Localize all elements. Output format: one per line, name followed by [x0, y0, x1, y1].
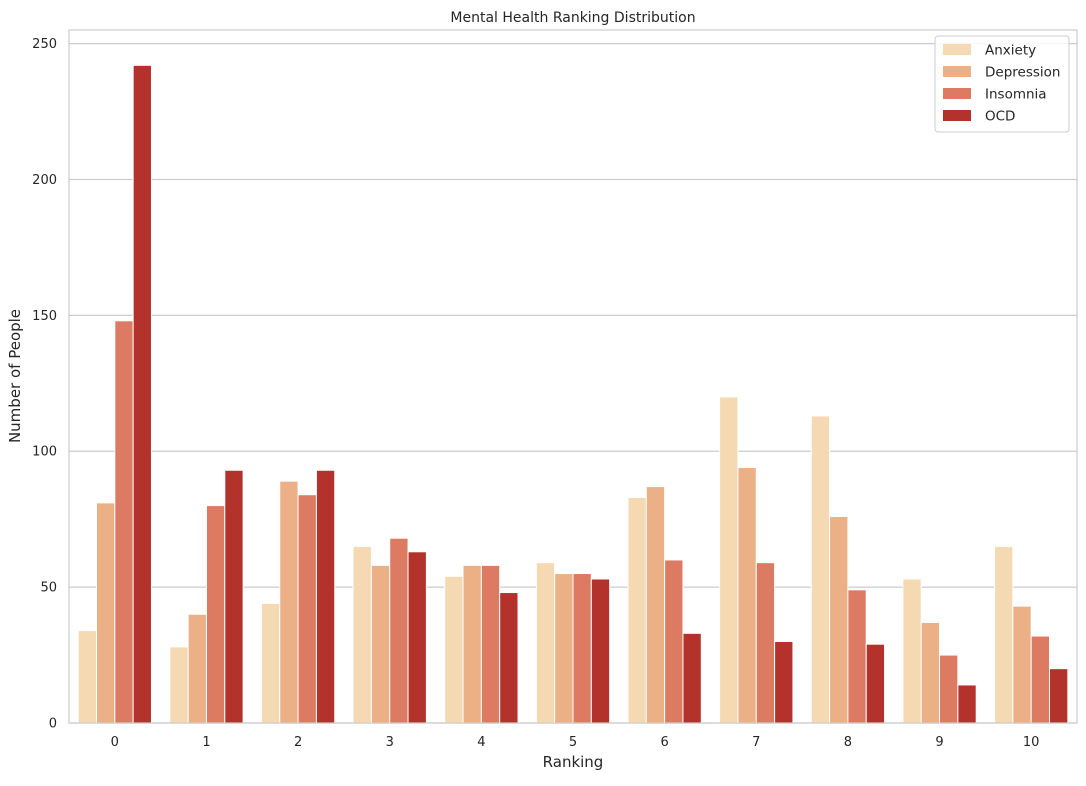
bars: [77, 64, 1069, 724]
bar-anxiety-9: [902, 578, 922, 724]
x-tick-label: 5: [569, 735, 577, 750]
bar-ocd-10: [1049, 668, 1069, 724]
bar-insomnia-3: [389, 537, 409, 724]
x-tick-label: 9: [935, 735, 943, 750]
y-tick-label: 150: [32, 309, 57, 324]
x-tick-label: 6: [660, 735, 668, 750]
x-tick-label: 1: [202, 735, 210, 750]
legend-label-ocd: OCD: [985, 109, 1015, 125]
bar-insomnia-8: [847, 589, 867, 724]
bar-depression-2: [279, 480, 299, 724]
bar-anxiety-1: [169, 646, 189, 724]
x-tick-label: 3: [386, 735, 394, 750]
x-axis-label: Ranking: [543, 753, 604, 771]
bar-depression-8: [829, 515, 849, 724]
legend-label-insomnia: Insomnia: [985, 87, 1047, 103]
bar-insomnia-1: [205, 505, 226, 724]
bar-insomnia-0: [114, 320, 134, 724]
bar-depression-1: [187, 613, 207, 724]
bar-insomnia-9: [939, 654, 959, 724]
legend-swatch-ocd: [943, 110, 971, 121]
y-tick-labels: 0 50 100 150 200 250: [32, 37, 57, 731]
plot-frame: [68, 29, 1078, 724]
bar-ocd-9: [957, 684, 977, 724]
bar-depression-4: [462, 564, 482, 724]
legend-swatch-depression: [943, 66, 971, 77]
bar-ocd-8: [865, 643, 886, 724]
y-tick-label: 250: [32, 37, 57, 52]
y-tick-label: 50: [40, 581, 57, 596]
bar-depression-6: [645, 486, 666, 724]
bar-anxiety-8: [810, 415, 831, 724]
legend-swatch-insomnia: [943, 88, 971, 99]
y-tick-label: 100: [32, 445, 57, 460]
legend-label-depression: Depression: [985, 65, 1060, 81]
bar-insomnia-2: [297, 494, 317, 724]
bar-depression-0: [95, 502, 116, 724]
bar-depression-3: [370, 564, 391, 724]
bar-insomnia-7: [755, 562, 776, 724]
chart-title: Mental Health Ranking Distribution: [450, 10, 695, 26]
bar-depression-5: [554, 573, 574, 724]
x-tick-labels: 0 1 2 3 4 5 6 7 8 9 10: [111, 735, 1040, 750]
bar-ocd-0: [132, 64, 152, 724]
bar-ocd-4: [499, 592, 519, 724]
x-tick-label: 2: [294, 735, 302, 750]
y-tick-label: 0: [49, 717, 57, 732]
x-tick-label: 7: [752, 735, 760, 750]
bar-anxiety-7: [719, 396, 739, 724]
bar-anxiety-10: [994, 545, 1014, 724]
bar-insomnia-6: [664, 559, 684, 724]
bar-ocd-5: [590, 578, 611, 724]
legend-box: [934, 35, 1070, 133]
legend: Anxiety Depression Insomnia OCD: [934, 35, 1070, 133]
legend-swatch-anxiety: [943, 44, 971, 55]
bar-ocd-7: [774, 640, 794, 724]
bar-depression-10: [1012, 605, 1032, 724]
x-tick-label: 0: [111, 735, 119, 750]
bar-anxiety-5: [535, 562, 556, 724]
bar-anxiety-3: [352, 545, 372, 724]
bar-insomnia-5: [572, 573, 592, 724]
y-axis-label: Number of People: [6, 309, 24, 443]
x-tick-label: 10: [1023, 735, 1040, 750]
bar-ocd-6: [682, 632, 702, 724]
bar-anxiety-4: [444, 575, 464, 724]
bar-ocd-3: [407, 551, 427, 724]
bar-insomnia-4: [480, 564, 501, 724]
bar-anxiety-0: [77, 630, 97, 724]
y-tick-label: 200: [32, 173, 57, 188]
bar-anxiety-6: [627, 496, 647, 724]
bar-anxiety-2: [260, 602, 281, 724]
bar-ocd-1: [224, 469, 244, 724]
x-tick-label: 4: [477, 735, 485, 750]
x-tick-label: 8: [844, 735, 852, 750]
bar-ocd-2: [315, 469, 336, 724]
bar-insomnia-10: [1030, 635, 1051, 724]
bar-depression-9: [920, 621, 941, 724]
legend-label-anxiety: Anxiety: [985, 43, 1036, 59]
bar-depression-7: [737, 467, 757, 724]
